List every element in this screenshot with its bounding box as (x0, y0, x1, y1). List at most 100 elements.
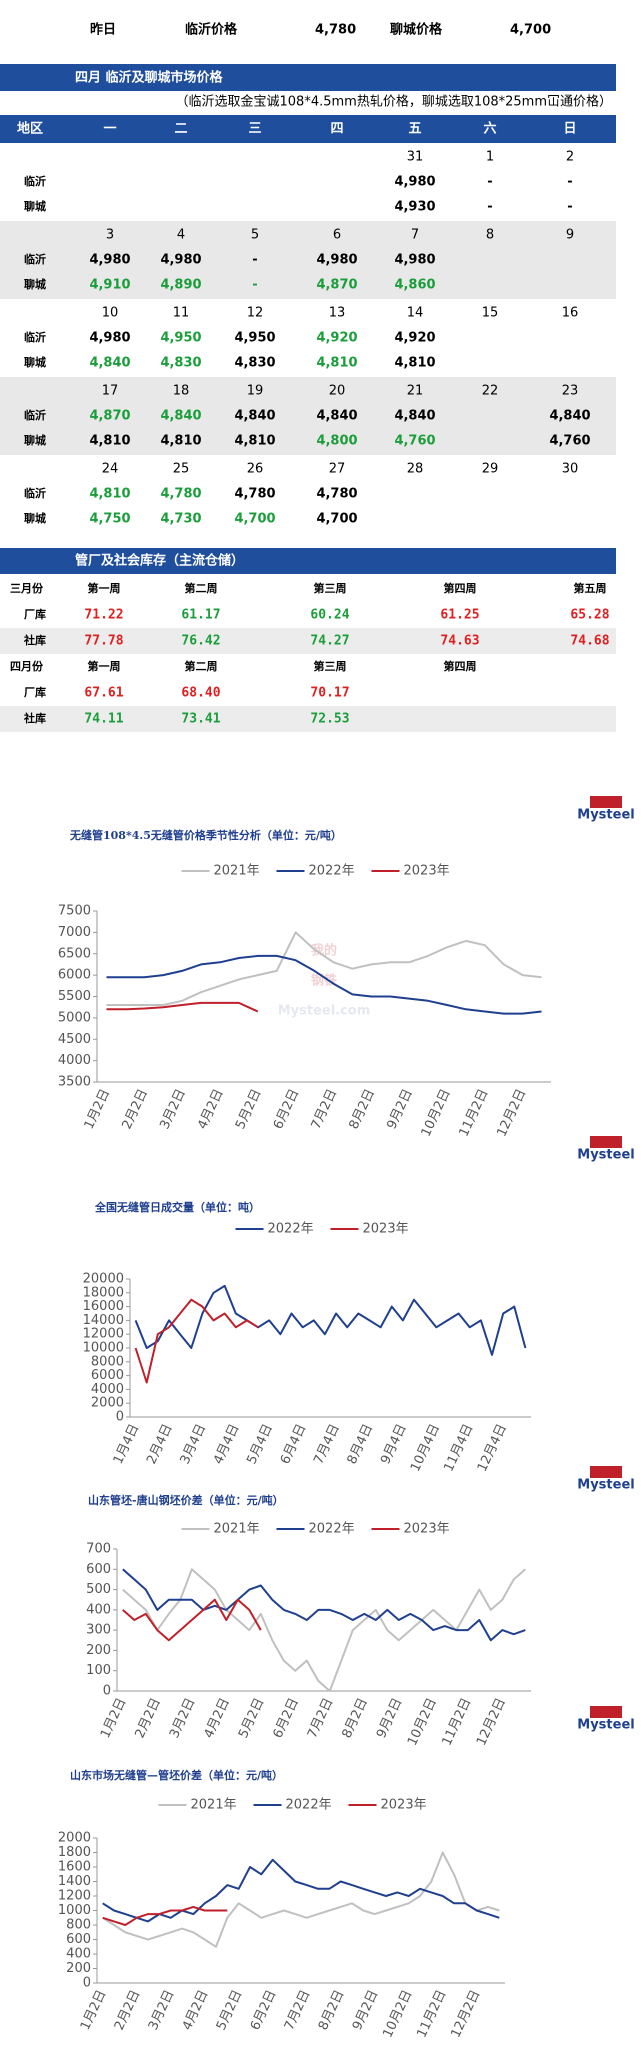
x-tick-label: 12月4日 (475, 1422, 510, 1474)
row-label: 社库 (23, 633, 46, 647)
legend-label: 2021年 (214, 1522, 260, 1537)
row-label: 临沂 (24, 330, 46, 344)
price: 4,840 (316, 409, 357, 424)
date: 21 (407, 384, 424, 399)
date: 16 (562, 306, 579, 321)
watermark: 钢铁 (311, 973, 337, 989)
date: 23 (562, 384, 579, 399)
row-shade (0, 706, 616, 732)
y-tick-label: 0 (103, 1684, 111, 1699)
y-tick-label: 20000 (83, 1272, 124, 1287)
x-tick-label: 10月2日 (380, 1988, 415, 2040)
row-label: 聊城 (24, 355, 46, 369)
row-label: 厂库 (24, 685, 46, 699)
date: 28 (407, 462, 424, 477)
x-tick-label: 10月2日 (419, 1087, 454, 1139)
series-line (134, 1284, 527, 1356)
chart-title: 无缝管108*4.5无缝管价格季节性分析（单位：元/吨） (69, 828, 342, 842)
header-cell: 五 (408, 122, 421, 137)
series-line (106, 954, 542, 1015)
watermark: Mysteel.com (278, 1004, 371, 1019)
price: - (252, 253, 257, 268)
price: 4,930 (394, 200, 435, 215)
price: 4,870 (89, 409, 130, 424)
header-cell: 三 (248, 122, 261, 137)
date: 9 (566, 228, 574, 243)
date: 27 (329, 462, 346, 477)
price: 4,810 (160, 434, 201, 449)
price: 4,980 (394, 175, 435, 190)
price: 4,830 (160, 356, 201, 371)
date: 25 (173, 462, 190, 477)
price: 4,890 (160, 278, 201, 293)
inventory-header: 第一周 (88, 581, 121, 595)
x-tick-label: 2月2日 (112, 1988, 144, 2033)
x-tick-label: 1月2日 (98, 1696, 130, 1741)
date: 1 (486, 150, 494, 165)
y-tick-label: 400 (86, 1602, 111, 1617)
legend-label: 2023年 (363, 1222, 409, 1237)
date: 10 (102, 306, 119, 321)
price: 4,980 (89, 253, 130, 268)
x-tick-label: 10月2日 (405, 1696, 440, 1748)
logo-box (590, 1136, 622, 1148)
price: 4,810 (234, 434, 275, 449)
date: 7 (411, 228, 419, 243)
date: 20 (329, 384, 346, 399)
price: 4,870 (316, 278, 357, 293)
header-bar (0, 115, 616, 143)
row-label: 厂库 (24, 607, 46, 621)
price: - (487, 175, 492, 190)
x-tick-label: 9月2日 (384, 1087, 416, 1132)
inventory-value: 65.28 (570, 608, 609, 623)
y-tick-label: 5500 (58, 989, 91, 1004)
x-tick-label: 9月2日 (350, 1988, 382, 2033)
logo: Mysteel (577, 1478, 634, 1493)
y-tick-label: 200 (66, 1961, 91, 1976)
row-label: 聊城 (24, 433, 46, 447)
date: 22 (482, 384, 499, 399)
date: 18 (173, 384, 190, 399)
date: 19 (247, 384, 264, 399)
x-tick-label: 8月2日 (316, 1988, 348, 2033)
series-line (122, 1568, 526, 1642)
price: 4,810 (316, 356, 357, 371)
y-tick-label: 1200 (58, 1889, 91, 1904)
x-tick-label: 6月2日 (270, 1696, 302, 1741)
date: 12 (247, 306, 264, 321)
y-tick-label: 600 (66, 1932, 91, 1947)
x-tick-label: 6月2日 (271, 1087, 303, 1132)
x-tick-label: 12月2日 (494, 1087, 529, 1139)
inventory-value: 74.27 (310, 634, 349, 649)
date: 15 (482, 306, 499, 321)
x-tick-label: 1月2日 (82, 1087, 114, 1132)
inventory-value: 73.41 (181, 712, 220, 727)
x-tick-label: 7月2日 (309, 1087, 341, 1132)
summary-label: 昨日 (90, 22, 116, 38)
y-tick-label: 18000 (83, 1285, 124, 1300)
x-tick-label: 8月2日 (347, 1087, 379, 1132)
y-tick-label: 7000 (58, 925, 91, 940)
date: 6 (333, 228, 341, 243)
row-label: 临沂 (24, 408, 46, 422)
x-tick-label: 7月2日 (305, 1696, 337, 1741)
price: 4,810 (394, 356, 435, 371)
section-bar (0, 64, 616, 91)
price: 4,840 (89, 356, 130, 371)
summary-label: 聊城价格 (390, 22, 443, 38)
row-label: 聊城 (24, 199, 46, 213)
inventory-header: 第五周 (574, 581, 607, 595)
date: 30 (562, 462, 579, 477)
inventory-value: 72.53 (310, 712, 349, 727)
chart-title: 山东管坯-唐山钢坯价差（单位：元/吨） (88, 1493, 284, 1507)
price: 4,860 (394, 278, 435, 293)
date: 29 (482, 462, 499, 477)
inventory-header: 三月份 (10, 581, 44, 595)
price: 4,830 (234, 356, 275, 371)
date: 2 (566, 150, 574, 165)
section-title: 四月 临沂及聊城市场价格 (75, 70, 224, 86)
price: 4,980 (160, 253, 201, 268)
y-tick-label: 300 (86, 1623, 111, 1638)
y-tick-label: 2000 (58, 1831, 91, 1846)
price: 4,760 (549, 434, 590, 449)
